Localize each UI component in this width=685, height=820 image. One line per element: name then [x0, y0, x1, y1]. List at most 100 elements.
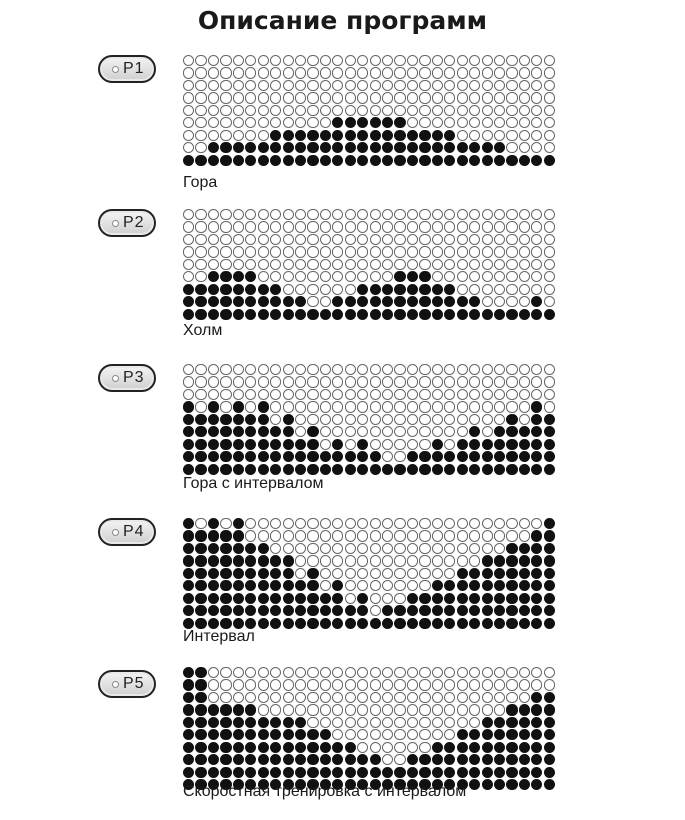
- profile-dot: [531, 388, 543, 401]
- profile-dot: [195, 246, 207, 258]
- profile-dot: [207, 592, 220, 604]
- profile-dot: [394, 129, 406, 141]
- profile-dot: [444, 271, 456, 283]
- profile-dot: [406, 567, 419, 579]
- profile-dot: [220, 283, 232, 295]
- profile-dot: [481, 209, 493, 221]
- profile-dot: [344, 555, 356, 567]
- profile-dot: [382, 283, 394, 295]
- profile-dot: [531, 129, 543, 141]
- profile-dot: [394, 605, 406, 617]
- profile-dot: [344, 567, 356, 579]
- profile-dot: [481, 246, 493, 258]
- profile-dot: [469, 518, 481, 530]
- profile-dot: [257, 388, 269, 401]
- profile-dot: [220, 129, 232, 141]
- program-button-p4[interactable]: P4: [98, 518, 156, 546]
- profile-dot: [518, 258, 530, 270]
- profile-dot: [232, 741, 244, 753]
- profile-dot: [543, 117, 555, 129]
- profile-dot: [469, 542, 481, 555]
- profile-dot: [394, 778, 406, 791]
- profile-dot: [444, 233, 456, 246]
- profile-dot: [419, 667, 431, 679]
- profile-dot: [232, 246, 244, 258]
- profile-dot: [294, 426, 307, 438]
- profile-dot: [481, 605, 493, 617]
- profile-dot: [382, 233, 394, 246]
- profile-dot: [469, 667, 481, 679]
- profile-dot: [444, 221, 456, 233]
- profile-dot: [369, 55, 381, 67]
- profile-dot: [531, 209, 543, 221]
- profile-dot: [332, 129, 344, 141]
- profile-dot: [357, 233, 369, 246]
- profile-dot: [207, 283, 220, 295]
- profile-dot: [506, 451, 518, 463]
- profile-dot: [245, 530, 257, 542]
- program-profile-grid: [183, 209, 556, 321]
- profile-dot: [444, 778, 456, 791]
- profile-dot: [481, 79, 493, 92]
- profile-dot: [543, 388, 555, 401]
- profile-dot: [183, 778, 195, 791]
- profile-dot: [419, 92, 431, 104]
- profile-dot: [506, 679, 518, 691]
- profile-dot: [245, 364, 257, 376]
- profile-dot: [282, 438, 294, 450]
- profile-dot: [257, 716, 269, 728]
- profile-dot: [469, 79, 481, 92]
- profile-dot: [394, 463, 406, 475]
- profile-dot: [282, 401, 294, 413]
- profile-dot: [332, 555, 344, 567]
- profile-dot: [369, 592, 381, 604]
- profile-dot: [270, 413, 282, 425]
- profile-dot: [183, 154, 195, 166]
- profile-dot: [294, 67, 307, 79]
- program-p2: P2 Холм: [0, 209, 685, 359]
- profile-dot: [294, 518, 307, 530]
- profile-dot: [419, 778, 431, 791]
- program-p3: P3 Гора с интервалом: [0, 364, 685, 514]
- profile-dot: [493, 413, 506, 425]
- profile-dot: [294, 401, 307, 413]
- profile-dot: [481, 364, 493, 376]
- profile-dot: [431, 704, 443, 716]
- profile-dot: [282, 117, 294, 129]
- profile-dot: [382, 55, 394, 67]
- program-button-p2[interactable]: P2: [98, 209, 156, 237]
- profile-dot: [220, 617, 232, 629]
- profile-dot: [344, 308, 356, 320]
- profile-dot: [456, 67, 468, 79]
- profile-dot: [493, 438, 506, 450]
- profile-dot: [232, 567, 244, 579]
- program-button-p3[interactable]: P3: [98, 364, 156, 392]
- profile-dot: [183, 542, 195, 555]
- profile-dot: [456, 104, 468, 116]
- profile-dot: [332, 271, 344, 283]
- profile-dot: [481, 729, 493, 741]
- profile-dot: [481, 691, 493, 704]
- profile-dot: [531, 92, 543, 104]
- profile-dot: [282, 296, 294, 308]
- profile-dot: [419, 221, 431, 233]
- profile-dot: [257, 246, 269, 258]
- profile-dot: [444, 530, 456, 542]
- profile-dot: [469, 221, 481, 233]
- profile-dot: [481, 308, 493, 320]
- profile-dot: [270, 154, 282, 166]
- program-button-p1[interactable]: P1: [98, 55, 156, 83]
- profile-dot: [207, 55, 220, 67]
- profile-dot: [543, 104, 555, 116]
- profile-dot: [481, 283, 493, 295]
- profile-dot: [456, 580, 468, 592]
- program-button-p5[interactable]: P5: [98, 670, 156, 698]
- profile-dot: [419, 413, 431, 425]
- profile-dot: [207, 679, 220, 691]
- profile-dot: [406, 154, 419, 166]
- profile-dot: [357, 308, 369, 320]
- profile-dot: [369, 142, 381, 154]
- profile-dot: [257, 233, 269, 246]
- profile-dot: [394, 617, 406, 629]
- profile-dot: [307, 154, 319, 166]
